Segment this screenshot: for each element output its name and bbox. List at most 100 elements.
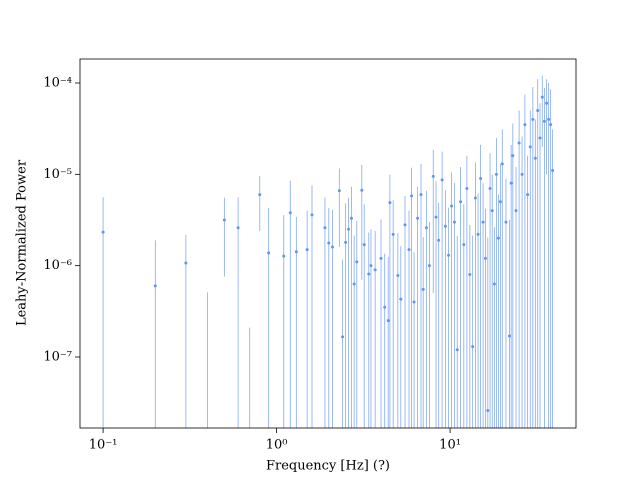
data-point (347, 227, 351, 231)
data-point (492, 282, 496, 286)
data-point (383, 305, 387, 309)
data-point (526, 193, 530, 197)
data-point (549, 123, 553, 127)
data-point (101, 230, 105, 234)
y-tick-label: 10⁻⁷ (43, 350, 72, 365)
data-point (344, 240, 348, 244)
data-point (471, 345, 475, 349)
data-point (443, 224, 447, 228)
data-point (452, 220, 456, 224)
x-tick-label: 10⁰ (266, 438, 288, 453)
data-point (514, 209, 518, 213)
data-point (488, 186, 492, 190)
y-tick-label: 10⁻⁴ (43, 75, 72, 90)
data-point (490, 209, 494, 213)
data-point (416, 216, 420, 220)
data-point (419, 193, 423, 197)
data-point (483, 256, 487, 260)
data-point (447, 253, 451, 257)
data-point (379, 256, 383, 260)
data-point (440, 178, 444, 182)
data-point (459, 200, 463, 204)
data-point (399, 297, 403, 301)
plot-area (101, 75, 555, 428)
data-point (494, 172, 498, 176)
data-point (434, 215, 438, 219)
data-point (481, 220, 485, 224)
data-point (496, 236, 500, 240)
data-point (305, 248, 309, 252)
data-point (462, 243, 466, 247)
data-point (337, 189, 341, 193)
data-point (498, 200, 502, 204)
data-point (533, 156, 537, 160)
data-point (330, 245, 334, 249)
data-point (373, 268, 377, 272)
data-point (542, 119, 546, 123)
data-point (362, 243, 366, 247)
data-point (520, 172, 524, 176)
data-point (536, 108, 540, 112)
data-point (473, 196, 477, 200)
data-point (369, 264, 373, 268)
data-point (538, 136, 542, 140)
data-point (327, 241, 331, 245)
data-point (517, 141, 521, 145)
data-point (407, 248, 411, 252)
x-tick-label: 10⁻¹ (89, 438, 118, 453)
data-point (258, 193, 262, 197)
y-tick-label: 10⁻⁵ (43, 167, 72, 182)
data-point (410, 194, 414, 198)
data-point (396, 274, 400, 278)
data-point (360, 188, 364, 192)
data-point (468, 273, 472, 277)
data-point (184, 261, 188, 265)
data-point (528, 145, 532, 149)
data-point (388, 201, 392, 205)
data-point (511, 154, 515, 158)
data-point (352, 282, 356, 286)
data-point (509, 181, 513, 185)
data-point (551, 169, 555, 173)
data-point (523, 123, 527, 127)
data-point (455, 348, 459, 352)
data-point (412, 300, 416, 304)
data-point (153, 284, 157, 288)
data-point (507, 334, 511, 338)
data-point (486, 408, 490, 412)
axes-frame (79, 58, 577, 429)
y-tick-label: 10⁻⁶ (43, 258, 72, 273)
data-point (236, 226, 240, 230)
data-point (341, 335, 345, 339)
data-point (476, 232, 480, 236)
data-point (421, 287, 425, 291)
data-point (391, 232, 395, 236)
data-point (294, 250, 298, 254)
data-point (547, 117, 551, 121)
data-point (431, 174, 435, 178)
data-point (500, 162, 504, 166)
data-point (282, 254, 286, 258)
data-point (222, 218, 226, 222)
x-tick-label: 10¹ (439, 438, 461, 453)
x-axis-label: Frequency [Hz] (?) (266, 459, 390, 474)
data-point (403, 223, 407, 227)
data-point (310, 213, 314, 217)
data-point (437, 238, 441, 242)
data-point (323, 226, 327, 230)
data-point (386, 319, 390, 323)
data-point (450, 204, 454, 208)
data-point (545, 101, 549, 105)
data-point (367, 272, 371, 276)
data-point (355, 260, 359, 264)
data-point (504, 220, 508, 224)
data-point (465, 186, 469, 190)
data-point (540, 95, 544, 99)
data-point (479, 176, 483, 180)
data-point (288, 211, 292, 215)
data-point (531, 117, 535, 121)
data-point (424, 226, 428, 230)
y-axis-label: Leahy-Normalized Power (15, 159, 30, 326)
